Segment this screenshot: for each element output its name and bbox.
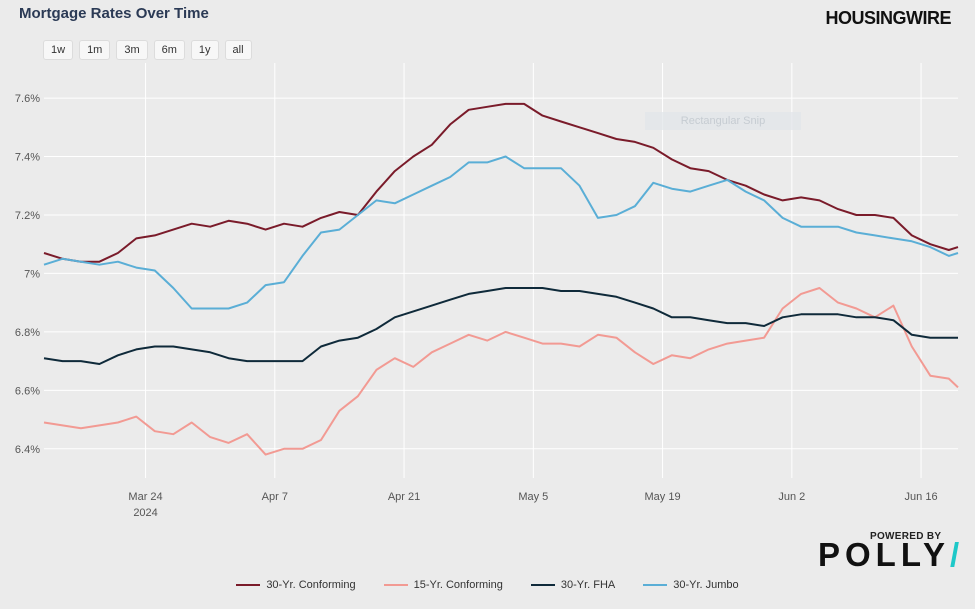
y-tick-label: 7.4% — [15, 152, 40, 164]
range-selector: 1w 1m 3m 6m 1y all — [43, 40, 252, 60]
polly-logo-text: POLLY — [818, 536, 950, 573]
x-year-label: 2024 — [133, 507, 157, 519]
legend-swatch — [383, 584, 408, 586]
chart-title: Mortgage Rates Over Time — [19, 5, 209, 22]
y-tick-label: 7.6% — [15, 93, 40, 105]
polly-logo: POLLY/ — [818, 536, 964, 574]
range-button-1m[interactable]: 1m — [79, 40, 111, 60]
legend-label: 30-Yr. Conforming — [266, 579, 356, 591]
legend-swatch — [236, 584, 261, 586]
legend-label: 30-Yr. Jumbo — [673, 579, 739, 591]
series-line-3 — [43, 155, 959, 310]
y-tick-label: 6.4% — [15, 444, 40, 456]
legend-item-30yr-conforming[interactable]: 30-Yr. Conforming — [236, 579, 356, 591]
x-tick-label: Mar 24 — [128, 491, 162, 503]
legend: 30-Yr. Conforming 15-Yr. Conforming 30-Y… — [0, 579, 975, 591]
y-tick-label: 6.6% — [15, 385, 40, 397]
x-tick-label: Jun 16 — [905, 491, 938, 503]
x-tick-label: Apr 21 — [388, 491, 420, 503]
x-tick-label: May 5 — [518, 491, 548, 503]
x-tick-label: Apr 7 — [262, 491, 288, 503]
legend-item-15yr-conforming[interactable]: 15-Yr. Conforming — [383, 579, 503, 591]
polly-slash-mark: / — [949, 536, 965, 573]
range-button-3m[interactable]: 3m — [116, 40, 148, 60]
series-lines — [43, 102, 959, 456]
range-button-6m[interactable]: 6m — [153, 40, 185, 60]
rectangular-snip-overlay: Rectangular Snip — [645, 112, 801, 130]
series-line-1 — [43, 287, 959, 456]
series-line-2 — [43, 287, 958, 365]
legend-item-30yr-fha[interactable]: 30-Yr. FHA — [530, 579, 616, 591]
legend-label: 30-Yr. FHA — [560, 579, 616, 591]
range-button-1y[interactable]: 1y — [190, 40, 219, 60]
housingwire-logo: HOUSINGWIRE — [825, 8, 951, 28]
range-button-1w[interactable]: 1w — [43, 40, 74, 60]
series-line-0 — [43, 102, 959, 263]
powered-by-label: POWERED BY — [870, 531, 942, 542]
y-tick-label: 7.2% — [15, 210, 40, 222]
range-button-all[interactable]: all — [224, 40, 252, 60]
legend-swatch — [530, 584, 555, 586]
grid-lines — [44, 63, 958, 478]
y-tick-label: 6.8% — [15, 327, 40, 339]
y-tick-label: 7% — [24, 268, 40, 280]
legend-item-30yr-jumbo[interactable]: 30-Yr. Jumbo — [643, 579, 739, 591]
legend-swatch — [643, 584, 668, 586]
y-axis: 6.4% 6.6% 6.8% 7% 7.2% 7.4% 7.6% — [15, 93, 40, 456]
x-axis: Mar 24 2024 Apr 7 Apr 21 May 5 May 19 Jun 2 Jun… — [128, 491, 937, 519]
legend-label: 15-Yr. Conforming — [413, 579, 503, 591]
x-tick-label: May 19 — [645, 491, 681, 503]
x-tick-label: Jun 2 — [778, 491, 805, 503]
